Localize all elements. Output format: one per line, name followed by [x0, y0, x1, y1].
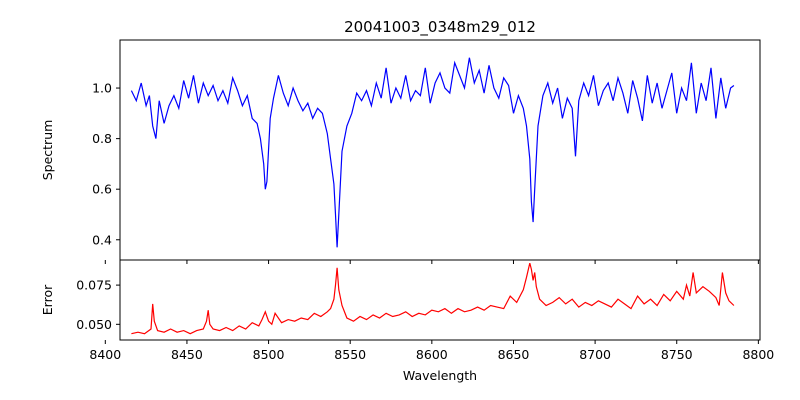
x-tick-label: 8600: [416, 347, 448, 362]
x-tick-label: 8700: [579, 347, 611, 362]
x-tick-label: 8550: [334, 347, 366, 362]
y-tick-label: 0.050: [76, 317, 112, 332]
x-tick-label: 8400: [89, 347, 121, 362]
spectrum-x-ticks: [104, 260, 759, 264]
y-tick-label: 0.4: [92, 232, 112, 247]
error-y-axis-label: Error: [40, 284, 55, 315]
spectrum-panel: 0.4 0.6 0.8 1.0 Spectrum: [40, 39, 761, 264]
spectrum-y-ticks: 0.4 0.6 0.8 1.0: [92, 81, 120, 247]
x-axis-label: Wavelength: [403, 368, 477, 383]
y-tick-label: 0.6: [92, 182, 112, 197]
chart-title: 20041003_0348m29_012: [344, 18, 536, 37]
x-tick-label: 8750: [661, 347, 693, 362]
x-tick-label: 8450: [171, 347, 203, 362]
y-tick-label: 1.0: [92, 81, 112, 96]
spectrum-series-line: [130, 57, 735, 248]
error-y-ticks: 0.050 0.075: [76, 278, 120, 332]
error-x-ticks: 8400 8450 8500 8550 8600 8650 8700 8750 8800: [89, 340, 774, 362]
error-series-line: [131, 262, 735, 335]
x-tick-label: 8650: [498, 347, 530, 362]
x-tick-label: 8800: [742, 347, 774, 362]
y-tick-label: 0.8: [92, 131, 112, 146]
x-tick-label: 8500: [253, 347, 285, 362]
spectrum-y-axis-label: Spectrum: [40, 120, 55, 181]
error-axes-frame: [119, 259, 761, 341]
y-tick-label: 0.075: [76, 278, 112, 293]
